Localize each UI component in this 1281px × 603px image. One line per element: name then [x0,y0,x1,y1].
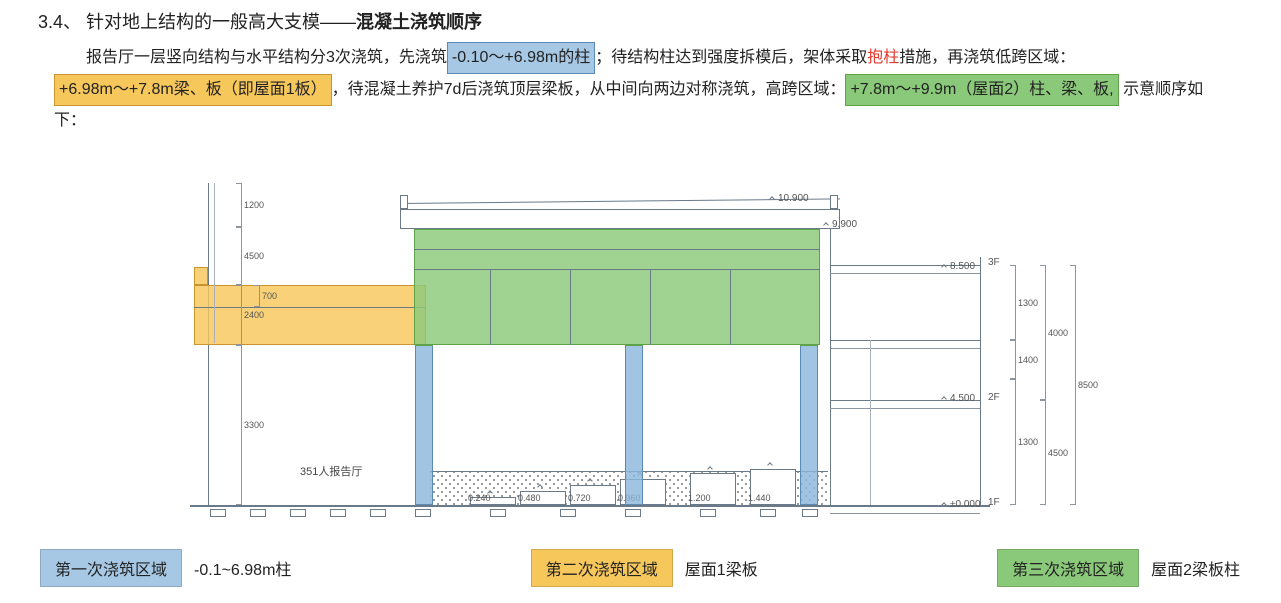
foundation-pad [290,509,306,517]
legend-desc-1: -0.1~6.98m柱 [194,556,291,580]
right-floor-slab-bot [830,273,980,274]
dim-right-label: 1300 [1018,437,1038,447]
dim-right-label: 1400 [1018,355,1038,365]
foundation-pad [700,509,716,517]
dim-right-outer-label: 4500 [1048,448,1068,458]
dim-right-outer: 4000 [1040,265,1046,400]
column-blue [625,345,643,505]
elev-label: 4.500 [950,393,975,404]
floor-label: 2F [988,392,1000,403]
legend-chip-1: 第一次浇筑区域 [40,549,182,587]
section-heading: 3.4、 针对地上结构的一般高大支模——混凝土浇筑顺序 [38,8,482,34]
column-blue [415,345,433,505]
dim-left: 3300 [236,345,242,505]
step-elev: 0.240 [468,493,491,503]
elev-label: ±0.000 [950,499,981,510]
foundation-pad [250,509,266,517]
column-green-stub [415,345,433,346]
column-green-stub [625,345,643,346]
yellow-stub [194,267,208,285]
right-partition [870,400,871,505]
green-beam-line [414,269,820,270]
para-red: 抱柱 [867,49,899,66]
dim-right-total: 8500 [1070,265,1076,505]
right-partition [870,340,871,400]
room-label: 351人报告厅 [300,463,362,479]
foundation-pad [370,509,386,517]
parapet [400,195,408,209]
heading-prefix: 3.4、 针对地上结构的一般高大支模—— [38,12,356,32]
dim-left-label: 4500 [244,251,264,261]
legend-chip-3: 第三次浇筑区域 [997,549,1139,587]
description-paragraph: 报告厅一层竖向结构与水平结构分3次浇筑，先浇筑-0.10～+6.98m的柱；待结… [54,42,1224,136]
green-rib [730,269,731,345]
right-wall-outer [980,257,981,505]
right-floor-slab-bot [830,408,980,409]
dim-right: 1400 [1010,340,1016,379]
highlight-blue: -0.10～+6.98m的柱 [447,42,595,74]
dim-left-inner-label: 700 [262,291,277,301]
elev-label: 8.500 [950,261,975,272]
floor-label: 3F [988,257,1000,268]
dim-left: 4500 [236,227,242,285]
dim-left-label: 1200 [244,200,264,210]
right-floor-slab-bot [830,513,980,514]
foundation-pad [490,509,506,517]
foundation-pad [560,509,576,517]
para-t4: ，待混凝土养护7d后浇筑顶层梁板，从中间向两边对称浇筑，高跨区域： [332,81,846,98]
foundation-pad [760,509,776,517]
slab-green [414,229,820,345]
column-green-stub [800,345,818,346]
right-floor-slab [830,340,980,341]
green-rib [490,269,491,345]
para-t2: ；待结构柱达到强度拆模后，架体采取 [595,49,867,66]
parapet [830,195,838,209]
guide-left [214,183,215,343]
highlight-yellow: +6.98m～+7.8m梁、板（即屋面1板） [54,74,332,106]
foundation-pad [330,509,346,517]
heading-bold: 混凝土浇筑顺序 [356,12,482,32]
para-t1: 报告厅一层竖向结构与水平结构分3次浇筑，先浇筑 [86,49,447,66]
highlight-green: +7.8m～+9.9m（屋面2）柱、梁、板, [845,74,1118,106]
yellow-beam-line [194,307,426,308]
dim-right-outer-label: 4000 [1048,328,1068,338]
dim-left-inner: 700 [254,285,260,307]
legend-bar: 第一次浇筑区域 -0.1~6.98m柱 第二次浇筑区域 屋面1梁板 第三次浇筑区… [40,550,1240,586]
step-elev: 1.440 [748,493,771,503]
slab-yellow [194,285,426,345]
right-floor-slab-bot [830,348,980,349]
elev-tick [769,196,775,202]
elev-label: 9.900 [832,219,857,230]
dim-left-label: 2400 [244,310,264,320]
dim-right: 1300 [1010,379,1016,505]
green-beam-line [414,249,820,250]
right-wall-inner [830,229,831,505]
legend-desc-3: 屋面2梁板柱 [1151,556,1240,580]
foundation-pad [415,509,431,517]
column-blue [800,345,818,505]
legend-desc-2: 屋面1梁板 [685,556,758,580]
foundation-pad [625,509,641,517]
section-diagram: 0.2400.4800.7200.9601.2001.440351人报告厅3F2… [190,165,1090,535]
elev-label: 10.900 [778,193,809,204]
legend-chip-2: 第二次浇筑区域 [531,549,673,587]
green-rib [570,269,571,345]
roof2-coping [400,209,840,229]
step-elev: 1.200 [688,493,711,503]
green-rib [650,269,651,345]
step-elev: 0.720 [568,493,591,503]
dim-right-total-label: 8500 [1078,380,1098,390]
dim-left: 1200 [236,183,242,227]
step-elev: 0.480 [518,493,541,503]
dim-right-label: 1300 [1018,298,1038,308]
foundation-pad [210,509,226,517]
dim-right: 1300 [1010,265,1016,340]
dim-left: 2400 [236,285,242,345]
foundation-pad [802,509,818,517]
floor-label: 1F [988,497,1000,508]
step-tick [767,462,773,468]
dim-left-label: 3300 [244,420,264,430]
dim-right-outer: 4500 [1040,400,1046,505]
para-t3: 措施，再浇筑低跨区域： [899,49,1075,66]
